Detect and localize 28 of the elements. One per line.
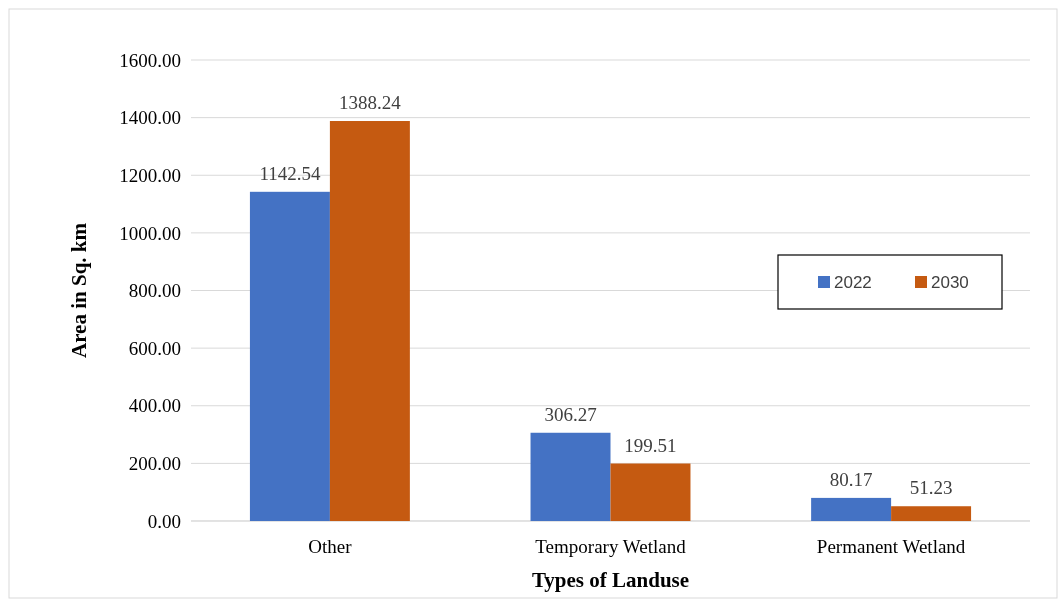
legend-label: 2030 [931, 273, 969, 292]
x-axis-title: Types of Landuse [531, 568, 690, 592]
legend-label: 2022 [834, 273, 872, 292]
y-tick-label: 1400.00 [119, 107, 181, 129]
bar [530, 432, 611, 521]
y-tick-label: 200.00 [128, 453, 181, 475]
bar [811, 497, 892, 521]
y-tick-label: 0.00 [147, 510, 181, 532]
bar [891, 506, 972, 521]
data-label: 306.27 [544, 403, 597, 425]
y-axis-title: Area in Sq. km [67, 222, 91, 358]
data-label: 1388.24 [339, 92, 402, 114]
data-label: 1142.54 [259, 162, 321, 184]
y-tick-label: 1000.00 [119, 222, 181, 244]
y-tick-label: 600.00 [128, 337, 181, 359]
y-tick-label: 400.00 [128, 395, 181, 417]
x-tick-label: Temporary Wetland [535, 536, 687, 557]
bar [610, 463, 691, 521]
data-label: 51.23 [909, 477, 953, 499]
x-tick-label: Permanent Wetland [816, 536, 966, 557]
bar [329, 121, 410, 521]
y-tick-label: 800.00 [128, 280, 181, 302]
y-tick-label: 1200.00 [119, 164, 181, 186]
data-label: 199.51 [624, 434, 677, 456]
bar [249, 191, 330, 521]
data-label: 80.17 [829, 468, 873, 490]
y-tick-label: 1600.00 [119, 49, 181, 71]
x-tick-label: Other [308, 536, 353, 557]
